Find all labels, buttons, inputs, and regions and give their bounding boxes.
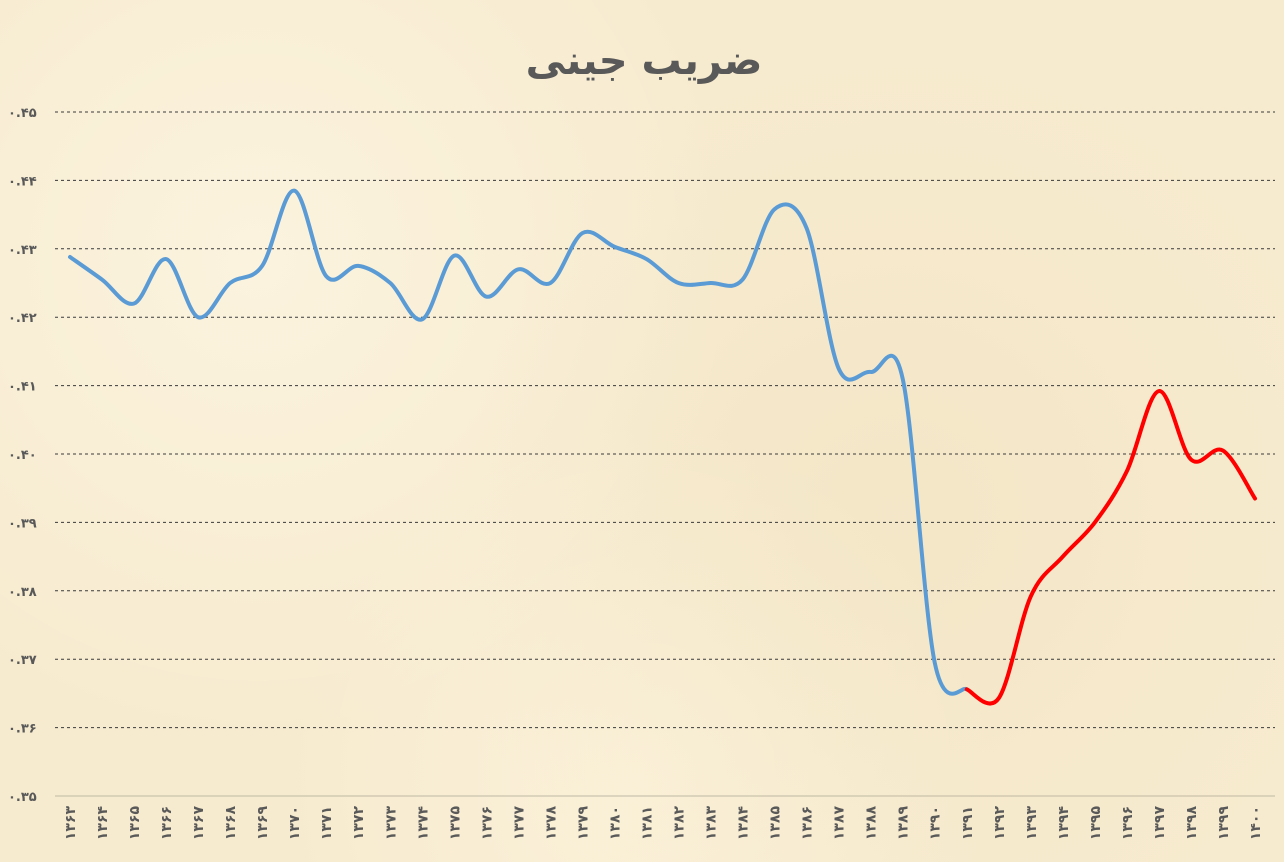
y-tick-label: ۰.۴۴ — [8, 174, 37, 189]
x-tick-label: ۱۳۸۹ — [896, 806, 912, 841]
x-tick-label: ۱۳۹۴ — [1056, 806, 1072, 841]
y-axis-tick-labels: ۰.۳۵ ۰.۳۶ ۰.۳۷ ۰.۳۸ ۰.۳۹ ۰.۴۰ ۰.۴۱ ۰.۴۲ ۰.۴۳ ۰.۴۴… — [8, 106, 37, 805]
y-tick-label: ۰.۳۵ — [8, 790, 37, 805]
x-tick-label: ۱۳۹۵ — [1088, 806, 1104, 841]
y-tick-label: ۰.۴۵ — [8, 106, 37, 121]
x-tick-label: ۱۳۷۷ — [511, 806, 527, 841]
y-tick-label: ۰.۴۰ — [8, 448, 37, 463]
x-tick-label: ۱۳۹۹ — [1216, 806, 1232, 841]
x-tick-label: ۱۳۸۲ — [672, 806, 688, 841]
y-tick-label: ۰.۴۲ — [8, 311, 37, 326]
x-tick-label: ۱۳۸۶ — [800, 806, 816, 840]
y-tick-label: ۰.۳۶ — [8, 722, 37, 737]
x-tick-label: ۱۳۷۰ — [287, 806, 303, 840]
x-tick-label: ۱۳۸۸ — [864, 806, 880, 841]
x-tick-label: ۱۳۹۷ — [1152, 806, 1168, 841]
y-tick-label: ۰.۴۳ — [8, 243, 37, 258]
x-tick-label: ۱۳۶۹ — [255, 806, 271, 841]
y-tick-label: ۰.۴۱ — [8, 380, 37, 395]
x-tick-label: ۱۳۶۵ — [127, 806, 143, 841]
y-tick-label: ۰.۳۸ — [8, 585, 37, 600]
x-tick-label: ۱۳۹۰ — [928, 806, 944, 840]
x-tick-label: ۱۳۸۵ — [768, 806, 784, 841]
x-tick-label: ۱۳۷۵ — [447, 806, 463, 841]
series-line-blue — [68, 188, 969, 696]
x-tick-label: ۱۳۸۴ — [736, 806, 752, 841]
y-tick-label: ۰.۳۷ — [8, 653, 37, 668]
x-tick-label: ۱۳۸۰ — [607, 806, 623, 840]
x-tick-label: ۱۳۷۹ — [575, 806, 591, 841]
x-tick-label: ۱۳۶۶ — [159, 806, 175, 840]
x-tick-label: ۱۳۶۷ — [191, 806, 207, 841]
y-tick-label: ۰.۳۹ — [8, 516, 37, 531]
x-tick-label: ۱۳۷۳ — [383, 806, 399, 841]
x-tick-label: ۱۳۹۲ — [992, 806, 1008, 841]
x-tick-label: ۱۳۷۲ — [351, 806, 367, 841]
x-tick-label: ۱۳۹۱ — [960, 806, 976, 840]
chart-title: ضریب جینی — [526, 38, 763, 84]
x-tick-label: ۱۳۶۳ — [63, 806, 79, 841]
x-tick-label: ۱۳۶۸ — [223, 806, 239, 841]
x-tick-label: ۱۳۶۴ — [95, 806, 111, 841]
series-lines — [68, 188, 1257, 706]
x-tick-label: ۱۴۰۰ — [1248, 806, 1264, 840]
x-tick-label: ۱۳۸۳ — [704, 806, 720, 841]
x-tick-label: ۱۳۷۸ — [543, 806, 559, 841]
series-line-red — [964, 389, 1257, 706]
x-tick-label: ۱۳۸۱ — [639, 806, 655, 840]
x-tick-label: ۱۳۸۷ — [832, 806, 848, 841]
x-tick-label: ۱۳۷۶ — [479, 806, 495, 840]
x-tick-label: ۱۳۷۱ — [319, 806, 335, 840]
x-axis-tick-labels: ۱۳۶۳ ۱۳۶۴ ۱۳۶۵ ۱۳۶۶ ۱۳۶۷ ۱۳۶۸ ۱۳۶۹ ۱۳۷۰ ۱۳۷۱ ۱۳۷۲… — [63, 806, 1264, 841]
gridlines — [55, 111, 1275, 797]
x-tick-label: ۱۳۹۸ — [1184, 806, 1200, 841]
x-tick-label: ۱۳۹۳ — [1024, 806, 1040, 841]
x-tick-label: ۱۳۹۶ — [1120, 806, 1136, 840]
x-tick-label: ۱۳۷۴ — [415, 806, 431, 841]
